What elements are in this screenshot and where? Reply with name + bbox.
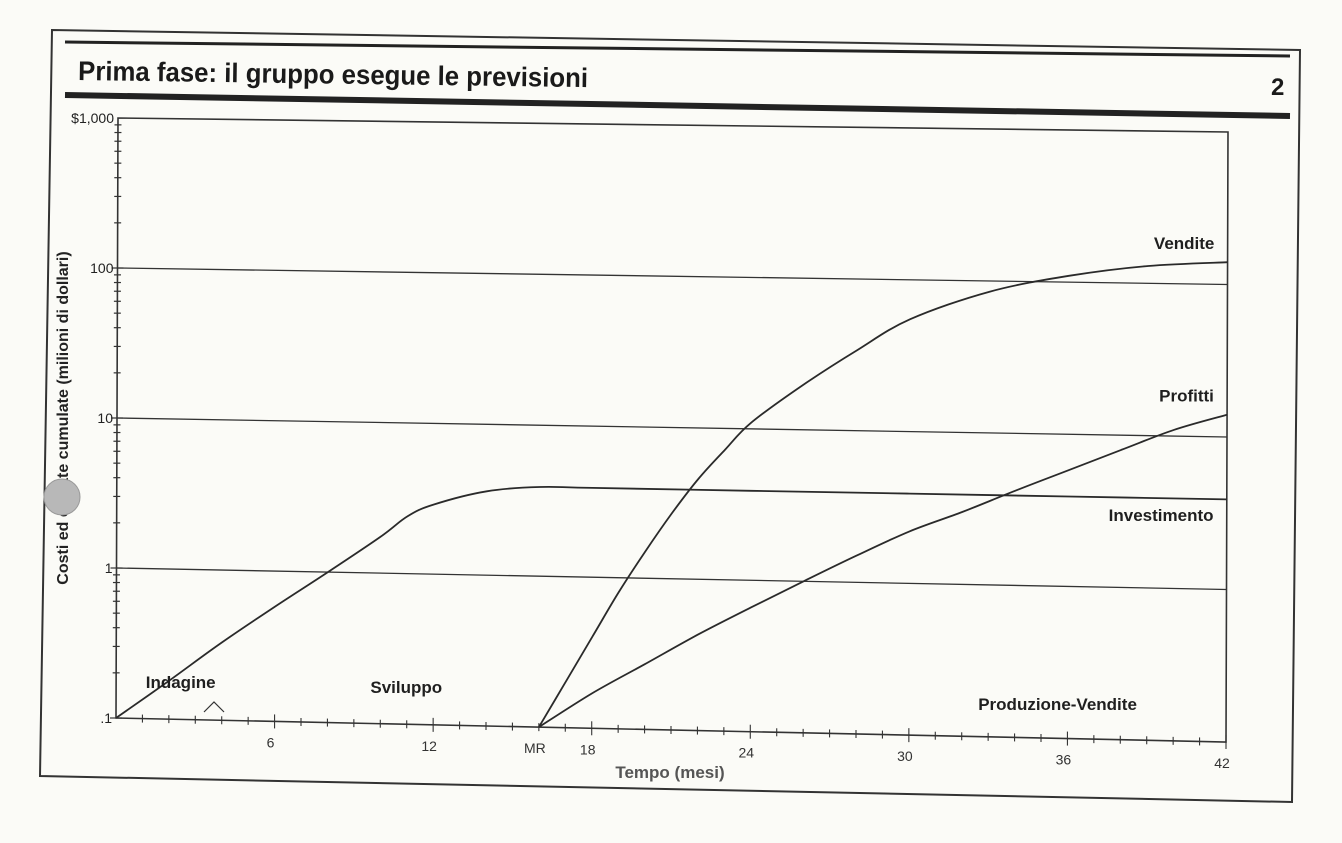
annotation-label: Produzione-Vendite: [978, 695, 1137, 714]
x-tick-label: 36: [1056, 752, 1072, 768]
series-lines: [115, 261, 1228, 728]
y-tick-label: 100: [90, 260, 114, 276]
y-axis-ticks: .1 1 10 100 $1,000: [71, 110, 124, 726]
gridline: [116, 417, 1228, 438]
annotations: Indagine Sviluppo Produzione-Vendite Vendit…: [146, 234, 1215, 714]
page-title: Prima fase: il gruppo esegue le previsio…: [78, 56, 588, 93]
annotation-label: Vendite: [1154, 234, 1214, 253]
x-axis-ticks: 6 12 MR 18 24 30 36 42: [141, 714, 1230, 771]
x-tick-label: 42: [1214, 755, 1230, 771]
page-number: 2: [1271, 74, 1284, 101]
series-line-vendite: [538, 261, 1228, 728]
annotation-label: Sviluppo: [370, 678, 442, 697]
x-tick-label: 30: [897, 748, 913, 764]
y-tick-label: $1,000: [71, 110, 114, 126]
x-tick-label: 12: [421, 738, 437, 754]
outer-border: [38, 28, 1302, 804]
x-tick-label: 24: [738, 745, 754, 761]
annotation-label: Investimento: [1109, 506, 1214, 525]
x-tick-label: 18: [580, 741, 596, 757]
series-line-investimento: [115, 485, 1227, 719]
gridline: [117, 267, 1228, 286]
gridline: [116, 567, 1227, 591]
header-rule-top: [64, 40, 1291, 58]
x-tick-label: 6: [267, 734, 275, 750]
y-axis-label: Costi ed entrate cumulate (milioni di do…: [55, 251, 72, 584]
hole-punch: [43, 478, 81, 516]
annotation-label: Indagine: [146, 673, 216, 692]
annotation-label: Profitti: [1159, 387, 1214, 406]
y-tick-label: 1: [105, 560, 113, 576]
y-tick-label: .1: [100, 710, 112, 726]
y-tick-label: 10: [97, 410, 113, 426]
series-line-profitti: [538, 413, 1228, 728]
caret-marker: [203, 701, 225, 713]
header-rule-bottom: [64, 92, 1291, 119]
grid-lines: [116, 267, 1228, 591]
x-tick-label: MR: [524, 740, 546, 756]
x-axis-label: Tempo (mesi): [615, 763, 724, 782]
